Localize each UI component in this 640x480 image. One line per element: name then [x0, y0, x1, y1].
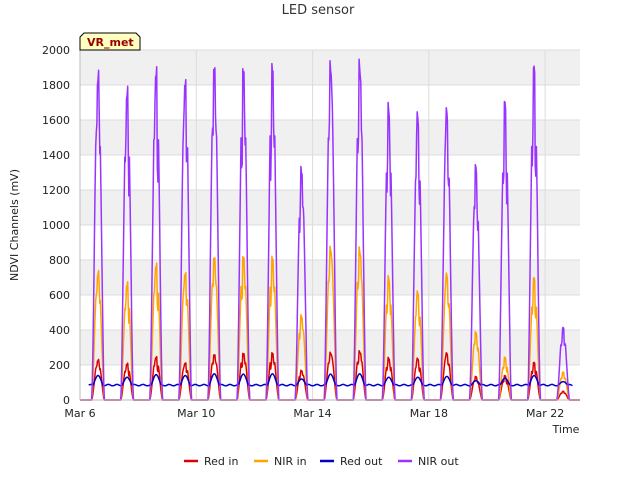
- x-axis-title: Time: [552, 423, 580, 436]
- legend-item: NIR out: [398, 455, 459, 468]
- y-tick-label: 1000: [42, 219, 70, 232]
- legend-label: NIR in: [274, 455, 307, 468]
- site-tag-label: VR_met: [87, 36, 134, 49]
- y-tick-label: 600: [49, 289, 70, 302]
- y-tick-label: 2000: [42, 44, 70, 57]
- y-tick-label: 0: [63, 394, 70, 407]
- legend-label: NIR out: [418, 455, 459, 468]
- y-tick-label: 1600: [42, 114, 70, 127]
- x-tick-label: Mar 14: [293, 407, 331, 420]
- y-tick-label: 1200: [42, 184, 70, 197]
- y-tick-label: 800: [49, 254, 70, 267]
- x-tick-label: Mar 10: [177, 407, 215, 420]
- site-tag: VR_met: [79, 32, 141, 51]
- series-line-red-out: [88, 373, 573, 387]
- y-tick-label: 400: [49, 324, 70, 337]
- legend-label: Red out: [340, 455, 383, 468]
- legend-item: NIR in: [254, 455, 307, 468]
- y-axis-title: NDVI Channels (mV): [8, 169, 21, 281]
- x-tick-label: Mar 18: [410, 407, 448, 420]
- legend-item: Red out: [320, 455, 383, 468]
- y-tick-label: 1400: [42, 149, 70, 162]
- legend-label: Red in: [204, 455, 238, 468]
- plot-band: [80, 190, 580, 225]
- legend-item: Red in: [184, 455, 238, 468]
- x-tick-label: Mar 6: [64, 407, 95, 420]
- x-tick-label: Mar 22: [526, 407, 564, 420]
- y-tick-label: 200: [49, 359, 70, 372]
- legend: Red in NIR in Red out NIR out: [184, 455, 459, 468]
- chart-title: LED sensor: [282, 3, 355, 18]
- y-tick-label: 1800: [42, 79, 70, 92]
